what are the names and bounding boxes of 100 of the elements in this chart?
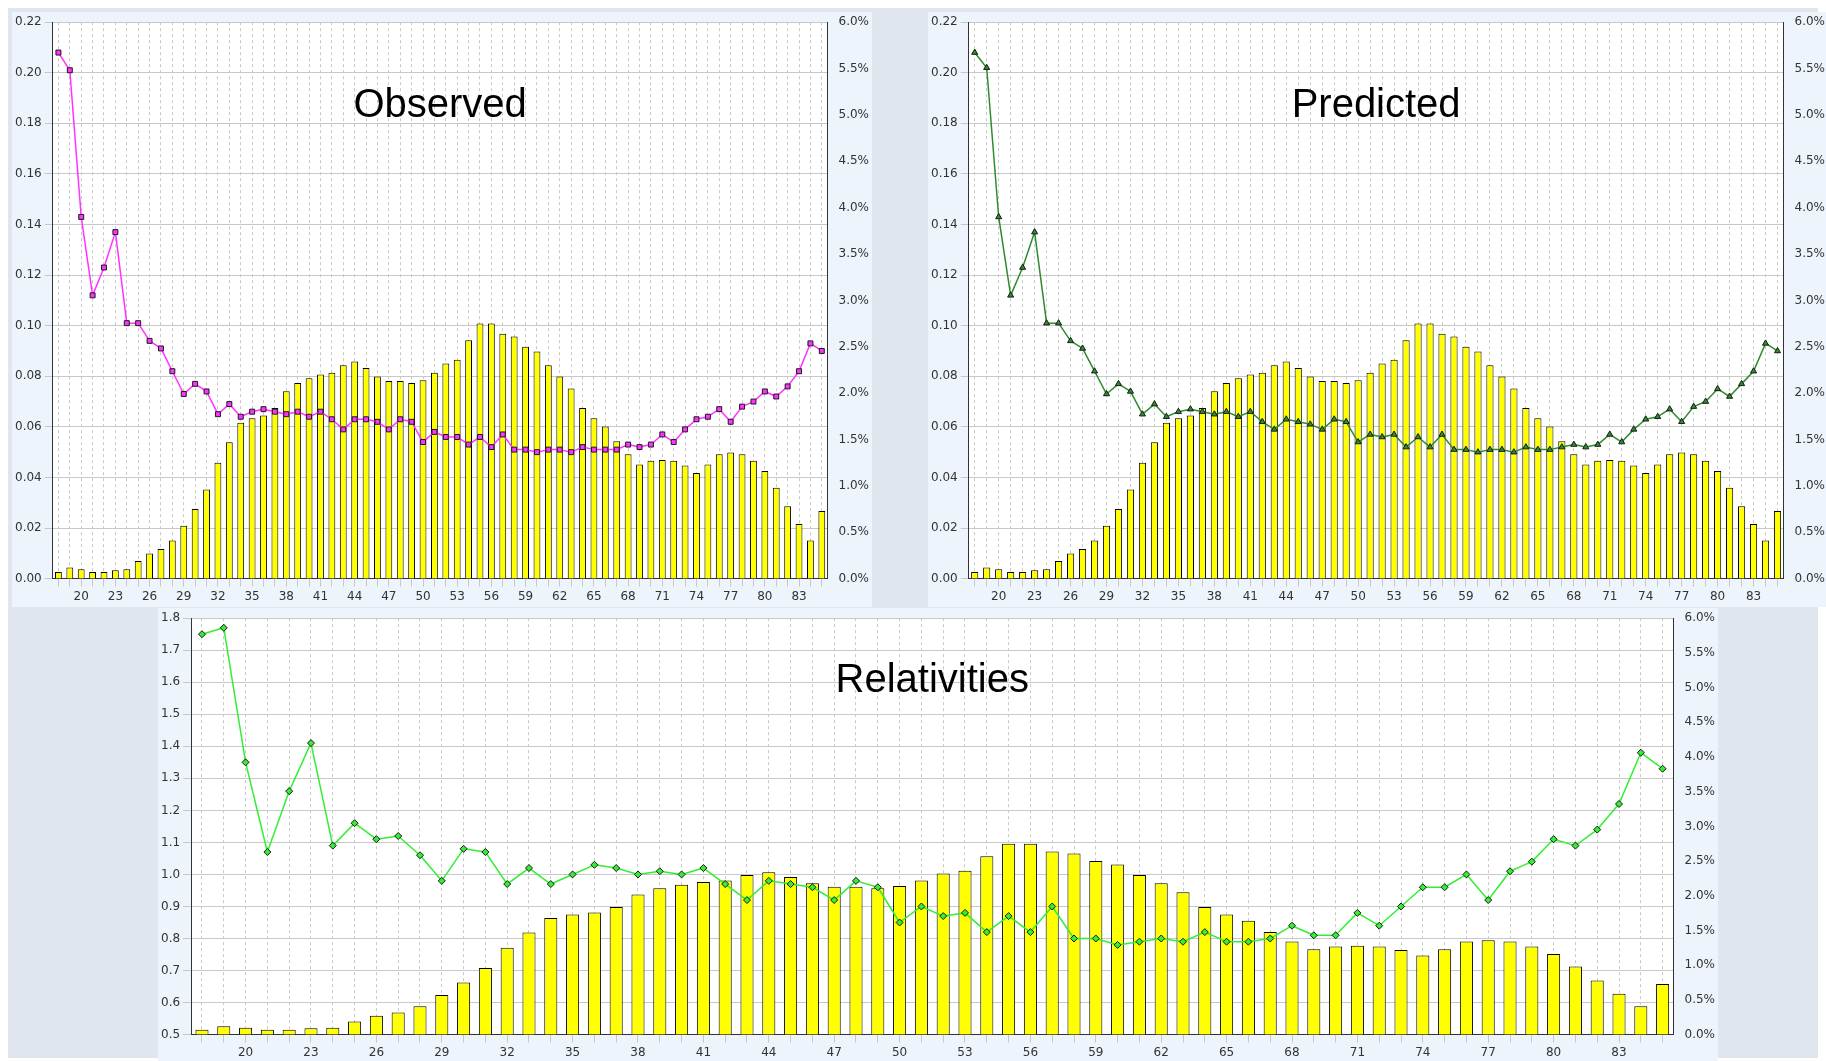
- y-tick-label: 0.08: [931, 368, 958, 383]
- y-tick-label: 1.1: [160, 834, 181, 849]
- y2-tick-label: 1.0%: [1684, 957, 1716, 972]
- y2-tick-label: 2.0%: [1684, 887, 1716, 902]
- x-tick-label: 65: [1530, 588, 1546, 603]
- y2-tick-label: 2.5%: [838, 338, 870, 353]
- y2-tick-label: 1.5%: [1684, 922, 1716, 937]
- y2-tick-label: 0.5%: [1684, 992, 1716, 1007]
- y2-tick-label: 3.5%: [1684, 783, 1716, 798]
- x-tick-label: 74: [688, 588, 705, 603]
- y-tick-label: 0.20: [15, 64, 42, 79]
- x-tick-label: 23: [1026, 588, 1043, 603]
- x-tick-label: 32: [1134, 588, 1151, 603]
- text: Observed: [353, 80, 527, 125]
- x-tick-label: 83: [791, 588, 807, 603]
- y2-tick-label: 5.5%: [1794, 60, 1826, 75]
- y-tick-label: 0.04: [15, 469, 42, 484]
- x-tick-label: 71: [1602, 588, 1618, 603]
- y-tick-label: 0.00: [931, 570, 958, 585]
- text: Relativities: [835, 655, 1029, 700]
- x-tick-label: 77: [723, 588, 739, 603]
- x-tick-label: 35: [1170, 588, 1187, 603]
- x-tick-label: 26: [368, 1044, 385, 1059]
- y-tick-label: 1.5: [160, 706, 181, 721]
- x-tick-label: 65: [586, 588, 602, 603]
- y2-tick-label: 0.5%: [1794, 524, 1826, 539]
- y2-tick-label: 5.0%: [1684, 679, 1716, 694]
- y-tick-label: 0.8: [160, 930, 181, 945]
- y2-tick-label: 1.5%: [1794, 431, 1826, 446]
- y2-tick-label: 3.0%: [1684, 818, 1716, 833]
- x-tick-label: 41: [312, 588, 329, 603]
- y-tick-label: 1.8: [160, 610, 181, 625]
- y2-tick-label: 4.0%: [838, 199, 870, 214]
- y-tick-label: 0.6: [160, 994, 181, 1009]
- y2-tick-label: 6.0%: [838, 14, 870, 29]
- x-tick-label: 50: [1350, 588, 1366, 603]
- x-tick-label: 56: [483, 588, 500, 603]
- y2-tick-label: 4.5%: [1684, 714, 1716, 729]
- x-tick-label: 80: [1709, 588, 1726, 603]
- x-tick-label: 38: [278, 588, 294, 603]
- y-tick-label: 0.10: [931, 317, 958, 332]
- y-tick-label: 0.04: [931, 469, 958, 484]
- y2-tick-label: 2.5%: [1684, 853, 1716, 868]
- y2-tick-label: 4.0%: [1794, 199, 1826, 214]
- y2-tick-label: 3.5%: [1794, 246, 1826, 261]
- x-tick-label: 35: [244, 588, 260, 603]
- x-tick-label: 71: [1349, 1044, 1366, 1059]
- y-tick-label: 0.14: [931, 216, 958, 231]
- y-tick-label: 1.7: [160, 642, 181, 657]
- x-tick-label: 38: [630, 1044, 646, 1059]
- x-tick-label: 56: [1422, 588, 1438, 603]
- x-tick-label: 44: [761, 1044, 777, 1059]
- x-tick-label: 83: [1611, 1044, 1627, 1059]
- x-tick-label: 50: [415, 588, 431, 603]
- y-tick-label: 0.02: [931, 520, 958, 535]
- y-tick-label: 0.08: [15, 368, 42, 383]
- y2-tick-label: 5.5%: [838, 60, 870, 75]
- x-tick-label: 53: [957, 1044, 973, 1059]
- y-tick-label: 0.18: [15, 115, 42, 130]
- x-tick-label: 50: [891, 1044, 908, 1059]
- x-tick-label: 62: [552, 588, 568, 603]
- x-tick-label: 80: [757, 588, 773, 603]
- y2-tick-label: 0.0%: [838, 570, 870, 585]
- y-tick-label: 0.5: [160, 1026, 181, 1041]
- x-tick-label: 56: [1022, 1044, 1039, 1059]
- y2-tick-label: 2.0%: [1794, 385, 1826, 400]
- y-tick-label: 0.16: [15, 166, 42, 181]
- y2-tick-label: 0.5%: [838, 524, 870, 539]
- x-tick-label: 44: [1278, 588, 1294, 603]
- x-tick-label: 59: [1088, 1044, 1104, 1059]
- y-tick-label: 1.2: [160, 802, 181, 817]
- x-tick-label: 53: [1386, 588, 1402, 603]
- x-tick-label: 68: [620, 588, 636, 603]
- x-tick-label: 23: [107, 588, 124, 603]
- y-tick-label: 0.12: [15, 267, 42, 282]
- y2-tick-label: 3.5%: [838, 246, 870, 261]
- x-tick-label: 77: [1480, 1044, 1496, 1059]
- x-tick-label: 23: [303, 1044, 319, 1059]
- y-tick-label: 0.06: [931, 418, 958, 433]
- y-tick-label: 0.20: [931, 64, 958, 79]
- y2-tick-label: 6.0%: [1794, 14, 1826, 29]
- x-tick-label: 59: [1458, 588, 1474, 603]
- x-tick-label: 20: [73, 588, 89, 603]
- y2-tick-label: 4.0%: [1684, 749, 1716, 764]
- x-tick-label: 62: [1153, 1044, 1169, 1059]
- x-tick-label: 71: [654, 588, 670, 603]
- y-tick-label: 1.3: [160, 770, 181, 785]
- y2-tick-label: 1.0%: [1794, 477, 1826, 492]
- y-tick-label: 0.22: [15, 14, 42, 29]
- x-tick-label: 74: [1638, 588, 1654, 603]
- y2-tick-label: 5.0%: [1794, 107, 1826, 122]
- y2-tick-label: 6.0%: [1684, 610, 1716, 625]
- x-tick-label: 83: [1745, 588, 1762, 603]
- y-tick-label: 0.02: [15, 520, 42, 535]
- x-tick-label: 41: [695, 1044, 712, 1059]
- x-tick-label: 38: [1206, 588, 1222, 603]
- y-tick-label: 1.6: [160, 674, 181, 689]
- y-tick-label: 1.4: [160, 738, 181, 753]
- y2-tick-label: 3.0%: [838, 292, 870, 307]
- y-tick-label: 0.14: [15, 216, 42, 231]
